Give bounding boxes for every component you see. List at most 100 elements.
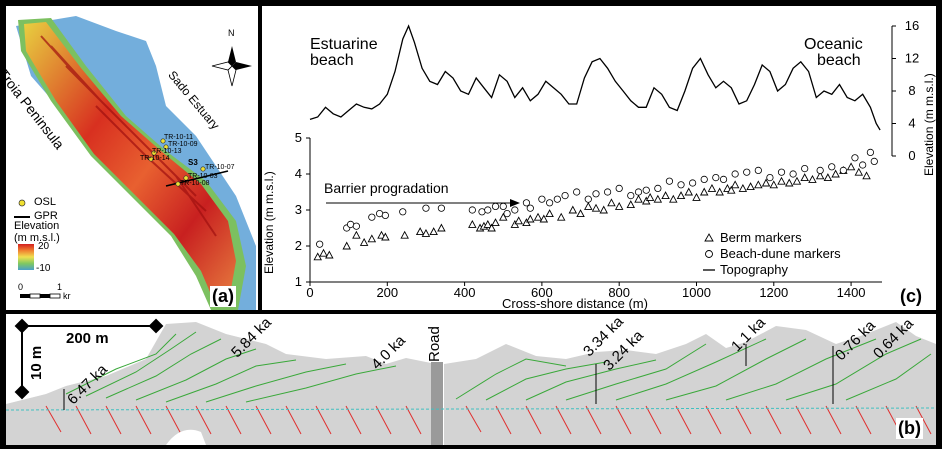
map-svg	[14, 16, 256, 310]
berm-marker	[568, 205, 578, 214]
berm-marker	[599, 205, 608, 214]
berm-marker	[498, 212, 508, 221]
berm-marker	[784, 178, 794, 187]
x-tick-label: 1400	[837, 285, 866, 300]
berm-marker	[429, 227, 438, 236]
x-axis-label: Cross-shore distance (m)	[502, 296, 648, 310]
y2-tick-label: 0	[908, 148, 915, 163]
dune-marker	[839, 166, 847, 174]
berm-marker	[707, 183, 717, 192]
oceanic-label-2: beach	[817, 52, 861, 69]
dune-marker	[719, 175, 728, 183]
berm-marker	[669, 194, 678, 203]
scale-vertical-label: 10 m	[28, 345, 45, 380]
berm-marker	[692, 192, 701, 201]
legend-topo-label: Topography	[720, 262, 788, 277]
dune-marker	[584, 195, 592, 203]
dune-marker	[689, 179, 697, 187]
y-tick-label: 4	[295, 166, 302, 181]
elevation-legend-title: Elevation	[14, 220, 60, 232]
legend-berm-icon	[704, 233, 714, 242]
osl-points	[148, 138, 206, 187]
dune-marker	[665, 177, 674, 185]
panel-b-badge: (b)	[896, 418, 923, 439]
berm-marker	[584, 201, 593, 210]
sample-label: TR-10-03	[188, 173, 218, 180]
estuarine-label-2: beach	[310, 52, 354, 69]
dune-marker	[592, 190, 600, 198]
dune-ridges	[40, 35, 217, 237]
y2-tick-label: 8	[908, 83, 915, 98]
dune-marker	[503, 210, 511, 218]
sample-label: TR-10-13	[152, 148, 182, 155]
berm-marker	[684, 187, 694, 196]
berm-marker	[846, 162, 856, 171]
map-panel: Troia Peninsula Sado Estuary N TR-10-11 …	[6, 6, 258, 310]
berm-marker	[539, 214, 549, 223]
elevation-legend-unit: (m m.s.l.)	[14, 232, 60, 244]
sample-label: TR-10-07	[205, 164, 235, 171]
berm-marker	[359, 237, 369, 246]
berm-marker	[661, 191, 670, 200]
dune-marker	[766, 174, 774, 182]
berm-marker	[626, 200, 636, 209]
osl-legend-label: OSL	[34, 196, 57, 208]
dune-marker	[866, 148, 875, 156]
berm-marker	[491, 218, 500, 227]
dune-marker	[777, 168, 786, 176]
dune-marker	[754, 166, 762, 174]
dune-marker	[677, 181, 685, 189]
dune-marker	[731, 170, 739, 178]
dune-marker	[511, 206, 519, 214]
berm-marker	[730, 180, 740, 189]
north-arrow-icon	[211, 46, 252, 87]
dune-marker	[538, 195, 546, 203]
road-band	[431, 362, 443, 445]
dune-marker	[603, 188, 612, 196]
x-tick-label: 0	[306, 285, 313, 300]
berm-marker	[746, 182, 755, 191]
berm-marker	[854, 167, 864, 176]
berm-marker	[769, 180, 779, 189]
berm-marker	[468, 219, 477, 228]
peninsula-land	[24, 22, 236, 306]
dune-marker	[642, 186, 650, 194]
dune-marker	[654, 184, 662, 192]
y-tick-label: 3	[295, 202, 302, 217]
x-tick-label: 1200	[759, 285, 788, 300]
berm-marker	[421, 228, 431, 237]
berm-marker	[614, 201, 624, 210]
berm-marker	[526, 214, 535, 223]
y-axis-label: Elevation (m m.s.l.)	[262, 171, 276, 274]
berm-marker	[715, 187, 724, 196]
x-tick-label: 800	[608, 285, 630, 300]
dune-marker	[422, 204, 430, 212]
berm-marker	[556, 212, 566, 221]
berm-marker	[862, 171, 871, 180]
dune-marker	[573, 188, 581, 196]
berm-marker	[676, 191, 686, 200]
berm-marker	[607, 198, 616, 207]
profile-fill-2	[444, 322, 936, 445]
berm-marker	[823, 173, 833, 182]
dune-marker	[484, 206, 492, 214]
dune-marker	[352, 222, 360, 230]
y2-tick-label: 4	[908, 116, 915, 131]
dune-marker	[712, 174, 720, 182]
dune-marker	[522, 199, 531, 207]
berm-marker	[400, 230, 409, 239]
berm-marker	[808, 174, 817, 183]
sample-label: S3	[188, 158, 198, 167]
legend-dune-icon	[705, 250, 713, 258]
lower-reflectors	[45, 405, 932, 435]
progradation-arrow-head	[510, 199, 520, 207]
colorbar-min-label: -10	[36, 263, 51, 274]
dune-marker	[368, 213, 376, 221]
dune-marker	[468, 206, 476, 214]
x-tick-label: 400	[454, 285, 476, 300]
topography-line	[309, 24, 881, 131]
dune-marker	[491, 202, 500, 210]
x-tick-label: 600	[531, 285, 553, 300]
dune-marker	[634, 188, 643, 196]
